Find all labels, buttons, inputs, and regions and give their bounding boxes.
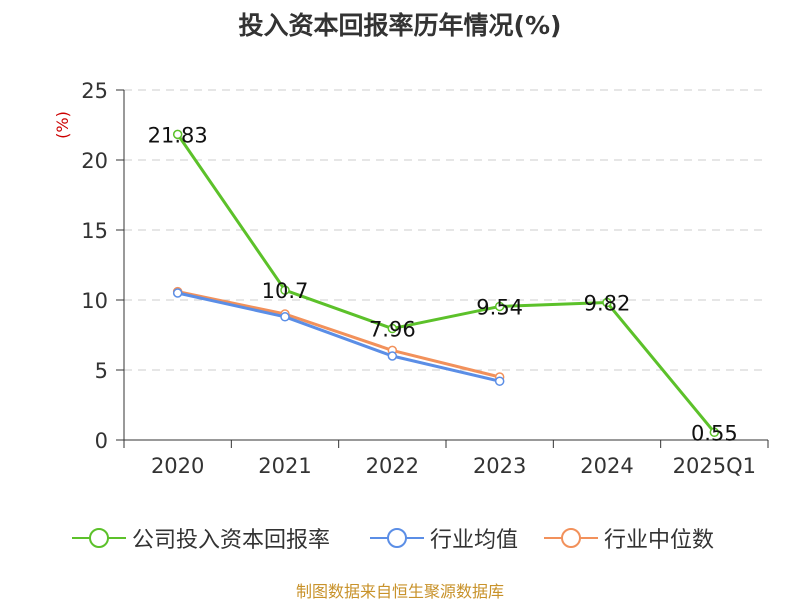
- legend-label-industry-mean: 行业均值: [430, 528, 519, 553]
- legend-marker-industry-median: [544, 528, 598, 548]
- legend-item-company-roic[interactable]: 公司投入资本回报率: [72, 520, 330, 556]
- y-tick-label: 5: [95, 359, 108, 383]
- data-label: 10.7: [262, 279, 309, 303]
- data-point: [494, 301, 505, 312]
- legend-item-industry-mean[interactable]: 行业均值: [370, 520, 518, 556]
- data-label: 7.96: [369, 318, 416, 342]
- legend: 公司投入资本回报率 行业均值 行业中位数: [0, 520, 800, 556]
- y-tick-label: 20: [81, 149, 108, 173]
- data-point: [387, 351, 398, 361]
- legend-item-industry-median[interactable]: 行业中位数: [544, 520, 714, 556]
- data-point: [280, 285, 290, 295]
- y-tick-label: 25: [81, 79, 108, 103]
- x-tick-label: 2022: [366, 454, 419, 478]
- x-tick-label: 2025Q1: [673, 454, 756, 478]
- data-label: 21.83: [148, 123, 208, 147]
- x-tick-label: 2024: [580, 454, 633, 478]
- y-tick-label: 15: [81, 219, 108, 243]
- y-axis-label: (%): [53, 111, 72, 139]
- series-line: [176, 133, 716, 434]
- chart-title: 投入资本回报率历年情况(%): [238, 11, 562, 40]
- data-point: [172, 288, 183, 298]
- data-point: [172, 129, 183, 140]
- legend-label-industry-median: 行业中位数: [604, 528, 715, 553]
- legend-marker-company-roic: [72, 528, 126, 548]
- x-tick-label: 2023: [473, 454, 526, 478]
- data-label: 9.54: [476, 295, 523, 319]
- series-line: [177, 291, 501, 383]
- source-note: 制图数据来自恒生聚源数据库: [295, 582, 504, 601]
- data-point: [280, 312, 290, 322]
- data-point: [709, 427, 720, 438]
- data-point: [602, 297, 612, 308]
- data-point: [387, 323, 398, 334]
- legend-label-company-roic: 公司投入资本回报率: [132, 528, 331, 553]
- data-label: 9.82: [584, 292, 631, 316]
- x-tick-label: 2020: [151, 454, 204, 478]
- y-tick-label: 0: [95, 429, 108, 453]
- x-tick-label: 2021: [258, 454, 311, 478]
- legend-marker-industry-mean: [370, 528, 424, 548]
- data-point: [494, 376, 505, 386]
- y-tick-label: 10: [81, 289, 108, 313]
- data-label: 0.55: [691, 421, 738, 445]
- series-line: [177, 290, 501, 379]
